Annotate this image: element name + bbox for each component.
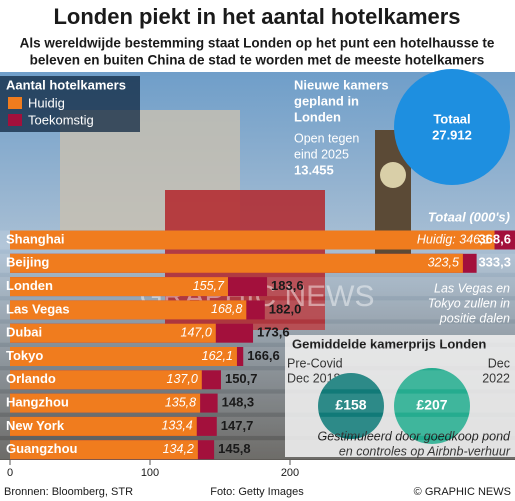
total-label: 173,6 xyxy=(257,325,290,340)
current-label: 155,7 xyxy=(193,279,225,293)
total-label: 145,8 xyxy=(218,441,251,456)
category-label: Hangzhou xyxy=(6,395,69,410)
legend-label: Huidig xyxy=(28,95,65,110)
category-label: Londen xyxy=(6,278,53,293)
subtitle: beleven en buiten China de stad te worde… xyxy=(30,53,485,68)
new-rooms-title: Nieuwe kamers xyxy=(294,77,389,92)
note: positie dalen xyxy=(439,311,510,325)
credit: © GRAPHIC NEWS xyxy=(414,486,511,498)
total-value: 27.912 xyxy=(432,127,472,142)
price-left-label: Pre-Covid xyxy=(287,356,343,370)
legend-swatch xyxy=(8,114,22,126)
current-label: Huidig: 346,1 xyxy=(417,232,491,246)
price-circle xyxy=(394,368,470,444)
photo-credit: Foto: Getty Images xyxy=(210,486,304,498)
source: Bronnen: Bloomberg, STR xyxy=(4,486,133,498)
current-label: 135,8 xyxy=(165,395,196,409)
total-label: 147,7 xyxy=(221,418,254,433)
axis-band xyxy=(0,462,300,482)
bar-current xyxy=(10,277,228,297)
new-rooms-title: Londen xyxy=(294,109,341,124)
open-label: eind 2025 xyxy=(294,147,349,161)
total-label: 148,3 xyxy=(222,395,255,410)
legend-title: Aantal hotelkamers xyxy=(6,77,126,92)
category-label: Orlando xyxy=(6,371,56,386)
current-label: 134,2 xyxy=(163,442,194,456)
price-circle xyxy=(318,373,384,439)
price-right-value: £207 xyxy=(416,397,447,413)
total-label: 368,6 xyxy=(478,231,511,246)
total-label: 166,6 xyxy=(247,348,280,363)
category-label: Tokyo xyxy=(6,348,43,363)
price-right-label: Dec xyxy=(488,356,510,370)
bar-current xyxy=(10,416,197,436)
new-rooms-title: gepland in xyxy=(294,93,359,108)
bar-current xyxy=(10,370,202,390)
category-label: Beijing xyxy=(6,255,49,270)
legend-label: Toekomstig xyxy=(28,112,94,127)
price-title: Gemiddelde kamerprijs Londen xyxy=(292,336,486,351)
price-caption: Gestimuleerd door goedkoop pond xyxy=(318,429,512,443)
x-tick-label: 100 xyxy=(141,467,159,479)
bar-current xyxy=(10,393,201,413)
total-label: 183,6 xyxy=(271,278,304,293)
current-label: 137,0 xyxy=(167,372,198,386)
legend-swatch xyxy=(8,97,22,109)
category-label: Dubai xyxy=(6,325,42,340)
x-tick-label: 0 xyxy=(7,467,13,479)
bar-current xyxy=(10,300,247,320)
total-header: Totaal (000's) xyxy=(428,209,510,224)
category-label: Guangzhou xyxy=(6,441,78,456)
price-caption: en controles op Airbnb-verhuur xyxy=(339,444,511,458)
total-label: 150,7 xyxy=(225,371,258,386)
open-value: 13.455 xyxy=(294,162,334,177)
bar-current xyxy=(10,230,495,250)
price-left-value: £158 xyxy=(335,397,366,413)
x-tick-label: 200 xyxy=(281,467,299,479)
current-label: 133,4 xyxy=(161,419,192,433)
title: Londen piekt in het aantal hotelkamers xyxy=(53,4,460,29)
open-label: Open tegen xyxy=(294,131,359,145)
total-label: Totaal xyxy=(433,111,470,126)
current-label: 147,0 xyxy=(181,325,212,339)
category-label: Las Vegas xyxy=(6,301,70,316)
note: Tokyo zullen in xyxy=(428,296,510,310)
bar-current xyxy=(10,347,237,366)
bar-current xyxy=(10,253,463,273)
price-right-label: 2022 xyxy=(482,371,510,385)
clock xyxy=(380,162,406,188)
current-label: 168,8 xyxy=(211,302,242,316)
total-label: 182,0 xyxy=(269,301,302,316)
current-label: 162,1 xyxy=(202,349,233,363)
note: Las Vegas en xyxy=(434,281,510,295)
price-left-label: Dec 2018 xyxy=(287,371,341,385)
legend-box xyxy=(0,76,140,132)
subtitle: Als wereldwijde bestemming staat Londen … xyxy=(20,36,495,51)
category-label: Shanghai xyxy=(6,231,65,246)
total-circle xyxy=(394,69,510,185)
bar-current xyxy=(10,440,198,460)
bar-current xyxy=(10,323,216,343)
current-label: 323,5 xyxy=(428,256,459,270)
total-label: 333,3 xyxy=(478,255,511,270)
category-label: New York xyxy=(6,418,65,433)
